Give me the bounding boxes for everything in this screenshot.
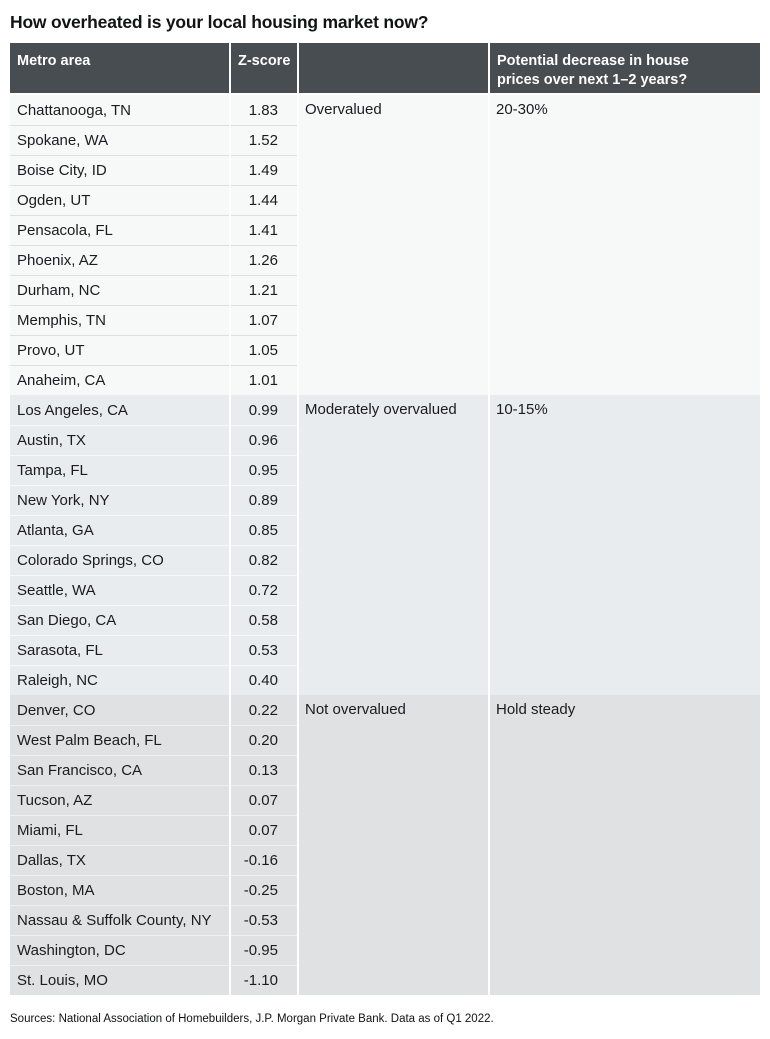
z-score-cell: 1.01	[231, 365, 297, 395]
z-score-cell: 1.52	[231, 125, 297, 155]
metro-area-cell: Boise City, ID	[10, 155, 229, 185]
z-score-cell: 1.26	[231, 245, 297, 275]
z-score-cell: 1.07	[231, 305, 297, 335]
valuation-label-cell: Moderately overvalued	[299, 395, 488, 695]
metro-area-cell: Austin, TX	[10, 425, 229, 455]
z-score-cell: 0.20	[231, 725, 297, 755]
header-metro-area-label: Metro area	[17, 53, 91, 69]
metro-area-cell: Durham, NC	[10, 275, 229, 305]
z-score-cell: 0.99	[231, 395, 297, 425]
header-metro-area: Metro area	[10, 43, 229, 93]
metro-area-cell: Boston, MA	[10, 875, 229, 905]
z-score-cell: -1.10	[231, 965, 297, 995]
z-score-cell: -0.53	[231, 905, 297, 935]
metro-area-cell: St. Louis, MO	[10, 965, 229, 995]
metro-area-cell: West Palm Beach, FL	[10, 725, 229, 755]
housing-market-table: Metro area Z-score Potential decrease in…	[10, 43, 760, 995]
metro-area-cell: Tampa, FL	[10, 455, 229, 485]
metro-area-cell: Provo, UT	[10, 335, 229, 365]
metro-area-cell: Ogden, UT	[10, 185, 229, 215]
sources-note: Sources: National Association of Homebui…	[10, 1013, 494, 1025]
metro-area-cell: Los Angeles, CA	[10, 395, 229, 425]
z-score-cell: -0.25	[231, 875, 297, 905]
z-score-cell: 0.72	[231, 575, 297, 605]
metro-area-cell: Pensacola, FL	[10, 215, 229, 245]
table-section-not-overvalued: Denver, CO 0.22 West Palm Beach, FL 0.20 San…	[10, 695, 760, 995]
table-header-row: Metro area Z-score Potential decrease in…	[10, 43, 760, 93]
z-score-cell: 1.83	[231, 95, 297, 125]
metro-area-cell: Sarasota, FL	[10, 635, 229, 665]
z-score-cell: 0.58	[231, 605, 297, 635]
z-score-cell: 0.89	[231, 485, 297, 515]
metro-area-cell: Miami, FL	[10, 815, 229, 845]
metro-area-cell: Anaheim, CA	[10, 365, 229, 395]
table-section-overvalued: Chattanooga, TN 1.83 Spokane, WA 1.52 Boise …	[10, 95, 760, 395]
metro-area-cell: Memphis, TN	[10, 305, 229, 335]
z-score-cell: 0.22	[231, 695, 297, 725]
z-score-cell: 0.07	[231, 785, 297, 815]
header-potential-decrease-label: Potential decrease in house prices over …	[497, 53, 689, 88]
z-score-cell: -0.16	[231, 845, 297, 875]
page-title: How overheated is your local housing mar…	[10, 12, 429, 32]
z-score-cell: 0.96	[231, 425, 297, 455]
header-potential-decrease: Potential decrease in house prices over …	[490, 43, 760, 93]
metro-area-cell: Nassau & Suffolk County, NY	[10, 905, 229, 935]
z-score-cell: -0.95	[231, 935, 297, 965]
table-section-moderately-overvalued: Los Angeles, CA 0.99 Austin, TX 0.96 Tampa, …	[10, 395, 760, 695]
metro-area-cell: Dallas, TX	[10, 845, 229, 875]
potential-decrease-cell: 20-30%	[490, 95, 760, 395]
potential-decrease-cell: Hold steady	[490, 695, 760, 995]
z-score-cell: 1.05	[231, 335, 297, 365]
metro-area-cell: San Francisco, CA	[10, 755, 229, 785]
potential-decrease-cell: 10-15%	[490, 395, 760, 695]
header-z-score: Z-score	[231, 43, 297, 93]
z-score-cell: 0.53	[231, 635, 297, 665]
metro-area-cell: Spokane, WA	[10, 125, 229, 155]
z-score-cell: 1.41	[231, 215, 297, 245]
metro-area-cell: San Diego, CA	[10, 605, 229, 635]
metro-area-cell: Atlanta, GA	[10, 515, 229, 545]
table-body: Chattanooga, TN 1.83 Spokane, WA 1.52 Boise …	[10, 95, 760, 995]
metro-area-cell: Phoenix, AZ	[10, 245, 229, 275]
z-score-cell: 0.85	[231, 515, 297, 545]
z-score-cell: 1.44	[231, 185, 297, 215]
z-score-cell: 0.40	[231, 665, 297, 695]
z-score-cell: 0.13	[231, 755, 297, 785]
metro-area-cell: New York, NY	[10, 485, 229, 515]
metro-area-cell: Raleigh, NC	[10, 665, 229, 695]
metro-area-cell: Denver, CO	[10, 695, 229, 725]
header-z-score-label: Z-score	[238, 53, 291, 69]
valuation-label-cell: Overvalued	[299, 95, 488, 395]
header-empty	[299, 43, 488, 93]
metro-area-cell: Chattanooga, TN	[10, 95, 229, 125]
metro-area-cell: Seattle, WA	[10, 575, 229, 605]
z-score-cell: 1.21	[231, 275, 297, 305]
z-score-cell: 0.82	[231, 545, 297, 575]
metro-area-cell: Washington, DC	[10, 935, 229, 965]
metro-area-cell: Tucson, AZ	[10, 785, 229, 815]
z-score-cell: 1.49	[231, 155, 297, 185]
z-score-cell: 0.95	[231, 455, 297, 485]
valuation-label-cell: Not overvalued	[299, 695, 488, 995]
metro-area-cell: Colorado Springs, CO	[10, 545, 229, 575]
z-score-cell: 0.07	[231, 815, 297, 845]
